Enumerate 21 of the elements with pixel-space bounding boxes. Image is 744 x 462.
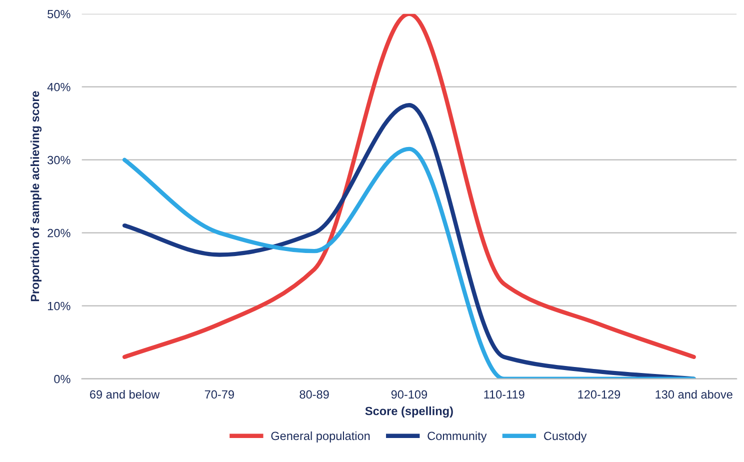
line-series [122,146,696,379]
x-tick-label: 130 and above [656,390,732,399]
line-series [122,103,696,379]
x-axis-title: Score (spelling) [365,406,453,418]
line-series [122,14,696,360]
y-tick-label: 40% [47,82,70,92]
y-tick-label: 50% [48,10,70,18]
y-axis-title: Proportion of sample achieving score [30,91,42,302]
x-tick-label: 80-89 [300,390,329,399]
legend-label: General population [271,431,370,442]
legend-label: Custody [544,431,587,442]
y-tick-label: 30% [48,156,70,164]
y-tick-label: 0% [54,374,70,384]
x-tick-label: 90-109 [391,390,428,399]
y-tick-label: 20% [48,228,70,238]
x-tick-label: 120-129 [578,390,620,399]
y-tick-label: 10% [48,302,70,310]
x-tick-label: 110-119 [484,390,524,399]
x-tick-label: 70-79 [204,390,234,399]
legend-label: Community [428,431,487,442]
x-tick-label: 69 and below [90,390,160,399]
